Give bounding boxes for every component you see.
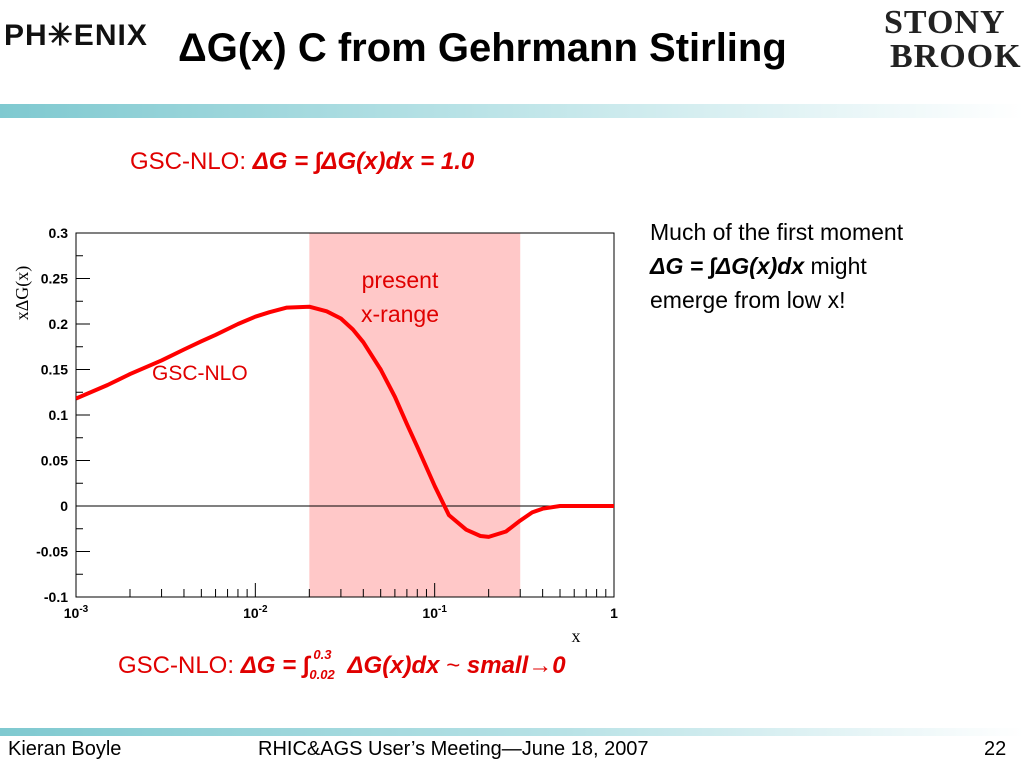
band-label-line2: x-range <box>361 301 439 327</box>
formula-bottom-prefix: GSC-NLO: <box>118 652 241 679</box>
series-label-gsc-nlo: GSC-NLO <box>152 362 248 385</box>
chart: -0.1 -0.05 0 0.05 0.1 0.15 0.2 0.25 0.3 10-3 10-2 1… <box>12 225 618 646</box>
arrow-icon: → <box>528 652 553 679</box>
footer-divider-bar <box>0 728 1024 736</box>
integral-upper-limit: 0.3 <box>313 646 332 662</box>
stony-brook-logo: STONY BROOK <box>884 4 1024 75</box>
y-tick-label: 0.15 <box>41 362 68 378</box>
y-tick-label: 0.05 <box>41 453 68 469</box>
stony-brook-logo-line1: STONY <box>884 4 1006 41</box>
y-tick-label: -0.1 <box>44 589 68 605</box>
y-tick-label: 0.3 <box>49 225 69 241</box>
footer-author: Kieran Boyle <box>8 738 122 760</box>
formula-bottom-tilde: ~ <box>439 652 467 679</box>
note-line2-rest: might <box>804 253 867 279</box>
formula-bottom-rhs: ΔG(x)dx <box>347 652 440 679</box>
stony-brook-logo-line2: BROOK <box>890 38 1022 75</box>
page-number: 22 <box>984 738 1007 760</box>
integral-limits: 0.3 0.02 <box>309 647 347 682</box>
formula-bottom-lhs: ΔG = ∫ <box>240 652 310 679</box>
note-text: Much of the first moment ΔG = ∫ΔG(x)dx m… <box>650 215 1010 317</box>
x-tick-label: 10-1 <box>422 604 447 621</box>
y-tick-label: 0.2 <box>49 316 69 332</box>
phenix-logo: PH✳ENIX <box>4 19 148 52</box>
formula-top: GSC-NLO: ΔG = ∫ΔG(x)dx = 1.0 <box>130 148 474 176</box>
note-line1: Much of the first moment <box>650 219 904 245</box>
formula-top-body: ΔG = ∫ΔG(x)dx = 1.0 <box>252 148 475 175</box>
x-axis-label: x <box>572 626 581 646</box>
y-tick-label: -0.05 <box>36 544 68 560</box>
integral-lower-limit: 0.02 <box>309 666 335 682</box>
x-tick-label: 10-2 <box>243 604 268 621</box>
tick-labels: -0.1 -0.05 0 0.05 0.1 0.15 0.2 0.25 0.3 10-3 10-2 1… <box>36 225 618 621</box>
axis-ticks <box>75 232 615 598</box>
footer-meeting: RHIC&AGS User’s Meeting—June 18, 2007 <box>258 738 649 760</box>
y-tick-label: 0.25 <box>41 271 68 287</box>
band-label-line1: present <box>362 267 439 293</box>
formula-top-prefix: GSC-NLO: <box>130 148 253 175</box>
formula-bottom: GSC-NLO: ΔG = ∫ 0.3 0.02 ΔG(x)dx ~ small→0 <box>118 647 566 682</box>
series-line-gsc-nlo <box>76 304 614 539</box>
x-tick-label: 10-3 <box>64 604 89 621</box>
note-line3: emerge from low x! <box>650 287 846 313</box>
x-tick-label: 1 <box>610 605 618 621</box>
y-axis-label: xΔG(x) <box>12 266 33 321</box>
note-formula: ΔG = ∫ΔG(x)dx <box>650 253 805 279</box>
slide-title: ΔG(x) C from Gehrmann Stirling <box>178 26 787 70</box>
y-tick-label: 0 <box>60 498 68 514</box>
note-line2: ΔG = ∫ΔG(x)dx might <box>650 249 1010 283</box>
formula-bottom-small: small <box>466 652 529 679</box>
y-tick-label: 0.1 <box>49 407 69 423</box>
formula-bottom-zero: 0 <box>552 652 566 679</box>
header-divider-bar <box>0 104 1024 118</box>
plot-frame <box>75 232 615 598</box>
